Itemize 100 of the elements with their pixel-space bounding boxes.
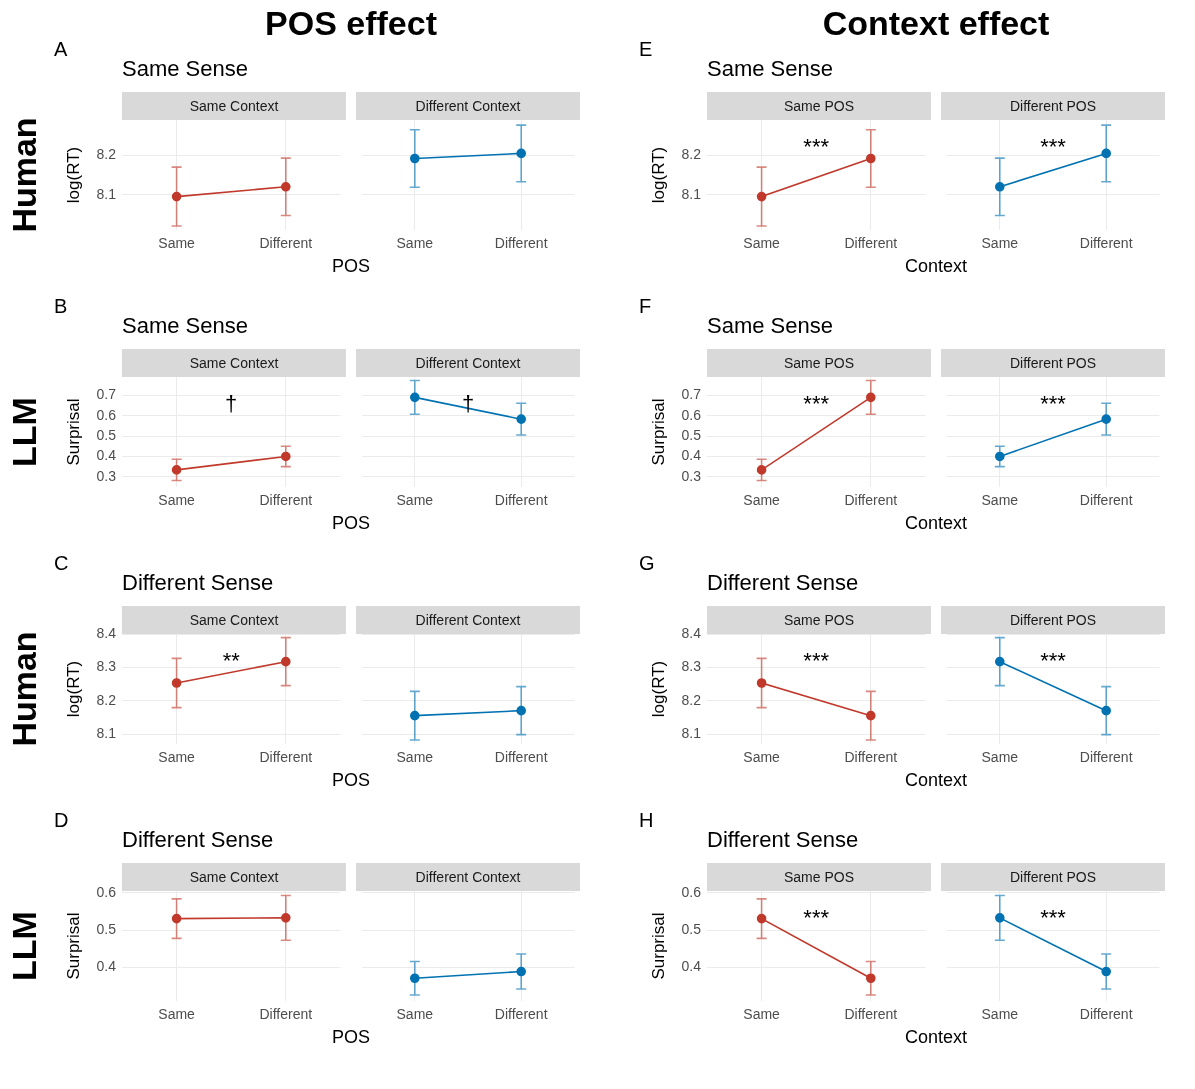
x-tick-label: Different — [1079, 235, 1133, 252]
annotation: *** — [1040, 390, 1067, 416]
x-tick-label: Different — [494, 1006, 548, 1023]
chart-title: Same Context — [122, 349, 346, 377]
x-tick-label: Same — [743, 492, 781, 509]
chart-subtitle: Different Sense — [122, 570, 274, 596]
x-tick-label: Same — [981, 1006, 1019, 1023]
y-tick-label: 0.3 — [96, 467, 117, 484]
text: C — [54, 552, 69, 575]
chart-subtitle: Different Sense — [122, 827, 274, 853]
x-tick-label: Same — [981, 492, 1019, 509]
chart-title: Different Context — [356, 92, 580, 120]
y-tick-label: 8.2 — [96, 146, 117, 163]
chart-subtitle: Different Sense — [707, 570, 859, 596]
x-tick-label: Same — [743, 235, 781, 252]
y-tick-label: 0.4 — [681, 447, 702, 464]
y-tick-label: 0.6 — [96, 883, 117, 900]
y-tick-label: 0.5 — [96, 426, 117, 443]
annotation: † — [225, 390, 238, 416]
y-tick-label: 8.1 — [681, 185, 702, 202]
y-axis-title: log(RT) — [63, 146, 83, 204]
x-tick-label: Different — [844, 492, 898, 509]
chart-title: Same POS — [707, 349, 931, 377]
y-axis-title: Surprisal — [63, 912, 83, 980]
x-axis-title: Context — [904, 256, 968, 277]
y-tick-label: 0.4 — [96, 447, 117, 464]
y-tick-label: 8.1 — [96, 724, 117, 741]
text: A — [54, 38, 68, 61]
y-tick-label: 0.5 — [681, 921, 702, 938]
y-tick-label: 8.2 — [681, 691, 702, 708]
x-tick-label: Same — [396, 749, 434, 766]
x-tick-label: Same — [981, 749, 1019, 766]
chart-title: Same Context — [122, 92, 346, 120]
y-axis-title: Surprisal — [648, 398, 668, 466]
text: D — [54, 809, 69, 832]
annotation: *** — [1040, 647, 1067, 673]
chart-subtitle: Same Sense — [122, 313, 248, 339]
text: B — [54, 295, 68, 318]
x-tick-label: Same — [396, 235, 434, 252]
y-axis-title: Surprisal — [648, 912, 668, 980]
y-axis-title: log(RT) — [648, 660, 668, 718]
chart-title: Same POS — [707, 863, 931, 891]
x-tick-label: Different — [844, 235, 898, 252]
x-tick-label: Same — [396, 1006, 434, 1023]
annotation: *** — [803, 904, 830, 930]
text: LLM — [4, 397, 44, 467]
annotation: *** — [803, 647, 830, 673]
annotation: *** — [1040, 904, 1067, 930]
text: Human — [4, 631, 44, 747]
chart-title: Different POS — [941, 349, 1165, 377]
y-tick-label: 8.1 — [681, 724, 702, 741]
y-tick-label: 8.3 — [681, 658, 702, 675]
y-tick-label: 0.5 — [96, 921, 117, 938]
x-tick-label: Different — [494, 749, 548, 766]
x-tick-label: Different — [1079, 1006, 1133, 1023]
x-axis-title: Context — [904, 1027, 968, 1048]
chart-title: Same Context — [122, 606, 346, 634]
y-tick-label: 0.6 — [681, 883, 702, 900]
chart-title: Same POS — [707, 606, 931, 634]
y-tick-label: 8.3 — [96, 658, 117, 675]
chart-title: Same POS — [707, 92, 931, 120]
annotation: *** — [803, 390, 830, 416]
chart-subtitle: Different Sense — [707, 827, 859, 853]
x-tick-label: Same — [158, 235, 196, 252]
x-tick-label: Different — [259, 235, 313, 252]
x-tick-label: Different — [494, 235, 548, 252]
chart-title: Same Context — [122, 863, 346, 891]
annotation: *** — [803, 133, 830, 159]
y-tick-label: 8.4 — [96, 624, 117, 641]
chart-subtitle: Same Sense — [122, 56, 248, 82]
y-axis-title: log(RT) — [63, 660, 83, 718]
x-axis-title: POS — [331, 513, 371, 534]
x-tick-label: Different — [259, 492, 313, 509]
annotation: ** — [222, 647, 241, 673]
y-axis-title: log(RT) — [648, 146, 668, 204]
x-tick-label: Different — [259, 1006, 313, 1023]
y-tick-label: 8.2 — [681, 146, 702, 163]
text: H — [639, 809, 654, 832]
text: E — [639, 38, 653, 61]
x-tick-label: Same — [158, 1006, 196, 1023]
x-axis-title: POS — [331, 256, 371, 277]
y-tick-label: 0.5 — [681, 426, 702, 443]
x-tick-label: Different — [494, 492, 548, 509]
chart-title: Different POS — [941, 92, 1165, 120]
y-tick-label: 0.4 — [96, 958, 117, 975]
y-tick-label: 0.6 — [681, 406, 702, 423]
annotation: *** — [1040, 133, 1067, 159]
text: F — [639, 295, 652, 318]
x-tick-label: Same — [743, 749, 781, 766]
chart-title: Different POS — [941, 606, 1165, 634]
text: POS effect — [265, 4, 437, 43]
y-tick-label: 0.7 — [96, 386, 117, 403]
text: G — [639, 552, 655, 575]
x-tick-label: Same — [396, 492, 434, 509]
x-tick-label: Different — [844, 749, 898, 766]
x-tick-label: Different — [1079, 492, 1133, 509]
text: Context effect — [822, 4, 1050, 43]
chart-title: Different Context — [356, 606, 580, 634]
x-axis-title: POS — [331, 770, 371, 791]
x-tick-label: Same — [158, 492, 196, 509]
